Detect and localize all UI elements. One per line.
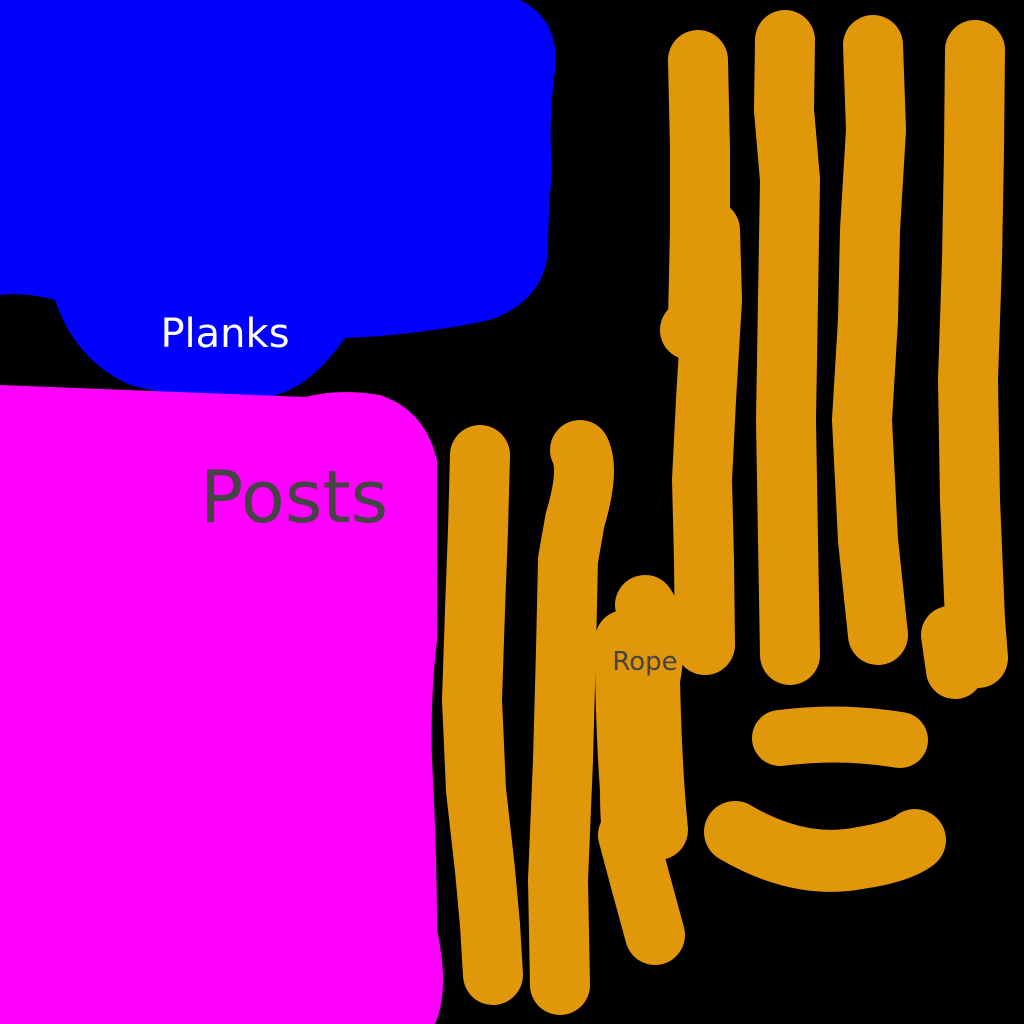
posts-label: Posts [200,455,388,539]
rope-stroke [442,425,523,1005]
rope-stroke [528,420,614,1015]
rope-label: Rope [612,647,677,677]
rope-stroke [595,610,662,860]
posts-region [0,385,444,1024]
planks-region [0,0,556,399]
rope-stroke [921,606,984,699]
rope-stroke [752,706,928,768]
rope-stroke [754,10,820,685]
rope-stroke [832,15,908,665]
rope-strokes [442,10,1008,1015]
rope-stroke [672,200,742,675]
planks-label: Planks [160,311,289,357]
rope-stroke [704,801,946,892]
rope-stroke [938,20,1008,688]
